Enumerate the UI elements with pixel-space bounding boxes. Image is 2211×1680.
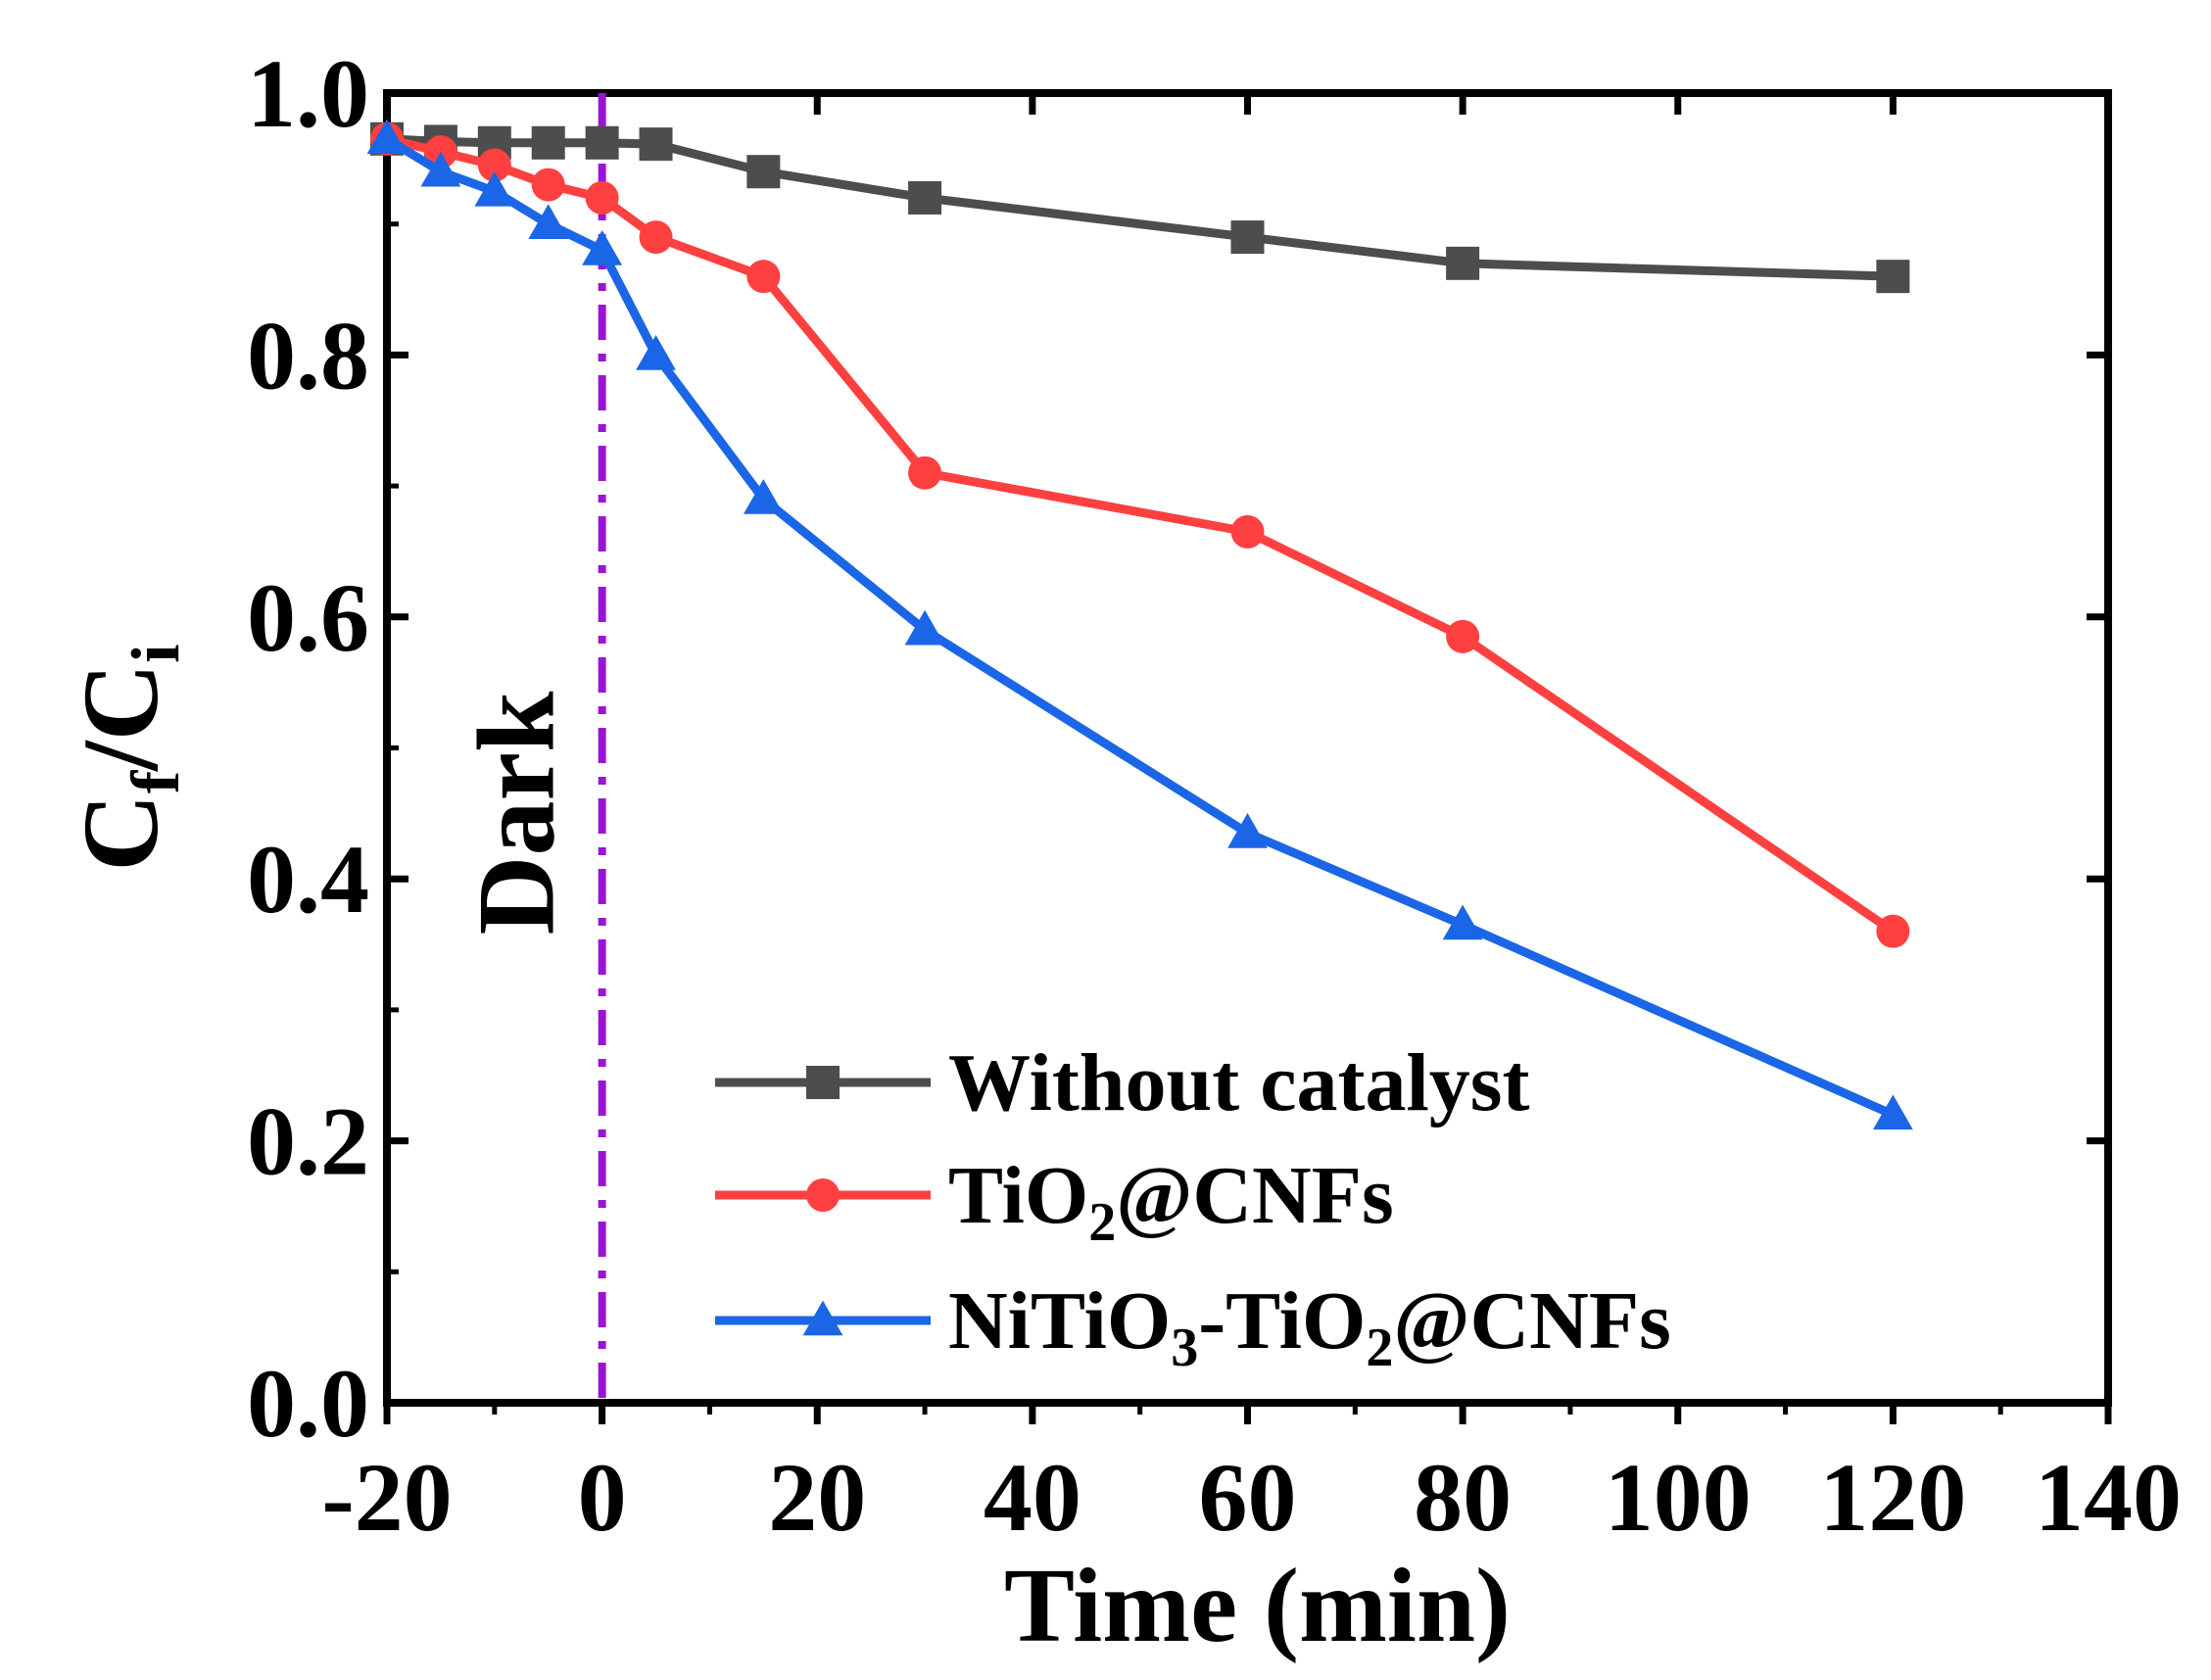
data-point-0-7 bbox=[908, 180, 942, 215]
y-tick-label: 0.2 bbox=[247, 1087, 369, 1196]
y-tick-label: 1.0 bbox=[247, 39, 369, 148]
data-point-0-4 bbox=[585, 125, 619, 160]
y-axis-title-subscript: f bbox=[119, 770, 194, 793]
data-point-1-7 bbox=[908, 456, 942, 490]
data-point-1-3 bbox=[531, 168, 565, 202]
series-line-2 bbox=[384, 134, 1896, 1119]
x-tick-label: 40 bbox=[984, 1443, 1081, 1552]
data-point-2-10 bbox=[1872, 1094, 1913, 1130]
legend-text-part: @CNFs bbox=[1116, 1150, 1393, 1241]
legend-text-part: @CNFs bbox=[1393, 1275, 1670, 1367]
legend-marker-1 bbox=[806, 1178, 840, 1212]
data-point-0-10 bbox=[1876, 260, 1910, 294]
data-point-1-10 bbox=[1876, 914, 1910, 948]
y-axis-title-part: / bbox=[61, 740, 180, 773]
data-point-0-3 bbox=[531, 125, 565, 160]
x-tick-label: 20 bbox=[768, 1443, 866, 1552]
legend-text-part: Without catalyst bbox=[948, 1037, 1529, 1128]
legend-subscript: 2 bbox=[1366, 1318, 1393, 1378]
data-point-0-6 bbox=[746, 155, 781, 189]
dark-annotation: Dark bbox=[457, 691, 578, 936]
data-point-1-8 bbox=[1230, 514, 1265, 549]
legend-text-part: TiO bbox=[948, 1150, 1088, 1241]
data-point-2-0 bbox=[366, 119, 408, 155]
data-point-2-7 bbox=[904, 609, 945, 646]
data-point-2-4 bbox=[582, 230, 623, 265]
legend-label-1: TiO2@CNFs bbox=[948, 1150, 1394, 1253]
data-point-2-8 bbox=[1227, 813, 1268, 848]
x-axis-title: Time (min) bbox=[1004, 1548, 1511, 1664]
data-point-2-1 bbox=[420, 151, 461, 187]
legend-marker-0 bbox=[806, 1066, 840, 1099]
legend-label-2: NiTiO3-TiO2@CNFs bbox=[948, 1275, 1671, 1378]
y-axis-title-part: C bbox=[61, 793, 180, 871]
data-point-1-4 bbox=[585, 180, 619, 215]
x-tick-label: 80 bbox=[1414, 1443, 1512, 1552]
x-tick-label: 0 bbox=[578, 1443, 627, 1552]
data-point-0-5 bbox=[639, 127, 673, 162]
x-tick-label: 60 bbox=[1199, 1443, 1297, 1552]
y-axis-title: Cf/Ci bbox=[61, 644, 194, 871]
legend-text-part: NiTiO bbox=[948, 1275, 1171, 1367]
data-point-2-6 bbox=[743, 479, 784, 514]
x-tick-label: -20 bbox=[321, 1443, 452, 1552]
y-axis-title-subscript: i bbox=[119, 644, 194, 662]
y-tick-label: 0.6 bbox=[247, 563, 369, 672]
data-point-1-9 bbox=[1446, 619, 1480, 653]
plot-area: -20 0 20 40 60 80 100 120 140 0.0 0.2 0.4 0.6 0.8 1.0 T… bbox=[61, 39, 2182, 1664]
data-point-2-5 bbox=[636, 335, 676, 370]
legend-subscript: 3 bbox=[1171, 1318, 1198, 1378]
data-point-2-3 bbox=[528, 204, 569, 239]
y-tick-label: 0.0 bbox=[247, 1349, 369, 1458]
data-point-1-5 bbox=[639, 220, 673, 255]
data-point-0-9 bbox=[1446, 246, 1480, 280]
y-axis-title-part: C bbox=[61, 663, 180, 741]
x-tick-label: 140 bbox=[2035, 1443, 2182, 1552]
legend-text-part: -TiO bbox=[1198, 1275, 1366, 1367]
legend-marker-2 bbox=[802, 1300, 843, 1336]
data-point-0-8 bbox=[1230, 220, 1265, 255]
data-point-1-6 bbox=[746, 260, 781, 294]
y-tick-label: 0.8 bbox=[247, 301, 369, 409]
data-point-1-2 bbox=[477, 148, 511, 182]
x-tick-label: 120 bbox=[1819, 1443, 1966, 1552]
x-tick-label: 100 bbox=[1605, 1443, 1752, 1552]
data-point-2-9 bbox=[1442, 904, 1483, 940]
legend-label-0: Without catalyst bbox=[948, 1037, 1529, 1128]
legend-subscript: 2 bbox=[1088, 1192, 1116, 1253]
data-point-2-2 bbox=[474, 170, 515, 207]
y-tick-label: 0.4 bbox=[247, 825, 369, 934]
